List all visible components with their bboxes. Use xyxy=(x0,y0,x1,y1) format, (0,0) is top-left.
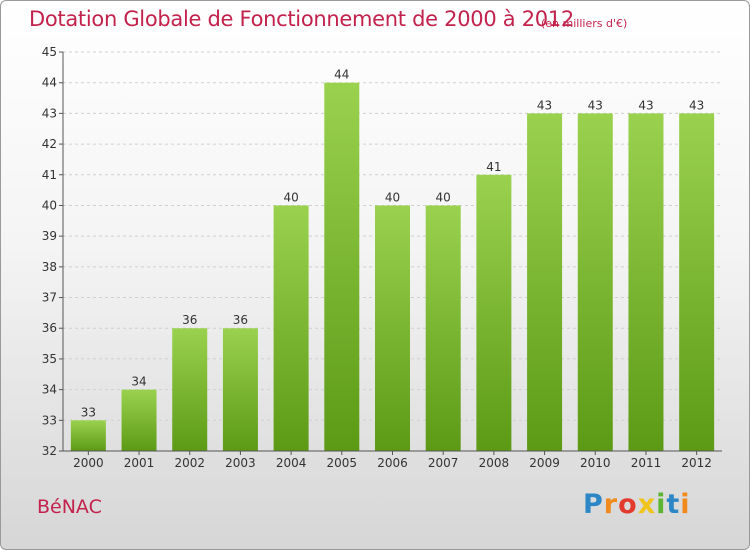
bar-value-label: 41 xyxy=(486,160,501,174)
x-tick-label: 2008 xyxy=(479,456,510,470)
bar xyxy=(679,113,715,451)
y-tick-label: 36 xyxy=(42,321,57,335)
y-tick-label: 43 xyxy=(42,106,57,120)
bar-value-label: 36 xyxy=(233,313,248,327)
x-tick-label: 2010 xyxy=(580,456,611,470)
axes: 32 33 34 35 36 37 38 39 40 41 42 43 44 45 2000 2001 2002… xyxy=(42,45,722,470)
logo-letter: x xyxy=(637,489,657,520)
logo-letter: P xyxy=(583,489,604,520)
bar xyxy=(273,205,309,451)
x-tick-label: 2004 xyxy=(276,456,307,470)
bar-value-label: 43 xyxy=(537,98,552,112)
logo-letter: i xyxy=(680,489,691,520)
bar-value-label: 43 xyxy=(689,98,704,112)
y-tick-label: 42 xyxy=(42,137,57,151)
y-tick-label: 39 xyxy=(42,229,57,243)
x-tick-label: 2002 xyxy=(174,456,205,470)
chart-title: Dotation Globale de Fonctionnement de 20… xyxy=(29,7,574,31)
bar-value-label: 43 xyxy=(588,98,603,112)
logo-letter: r xyxy=(603,489,619,520)
bar xyxy=(628,113,664,451)
x-tick-label: 2000 xyxy=(73,456,104,470)
bar-value-label: 34 xyxy=(131,375,146,389)
bar-value-label: 40 xyxy=(436,190,451,204)
bar-value-label: 40 xyxy=(385,190,400,204)
y-tick-label: 34 xyxy=(42,383,57,397)
x-tick-label: 2005 xyxy=(327,456,358,470)
bar xyxy=(121,389,157,451)
bar xyxy=(425,205,461,451)
y-tick-label: 32 xyxy=(42,444,57,458)
bars: 33 34 36 36 40 44 40 40 41 43 43 43 43 xyxy=(70,68,715,451)
bar-value-label: 36 xyxy=(182,313,197,327)
y-tick-label: 44 xyxy=(42,76,57,90)
x-tick-label: 2009 xyxy=(529,456,560,470)
logo-letter: t xyxy=(666,489,681,520)
chart-unit-note: (en milliers d'€) xyxy=(541,17,628,30)
bar-value-label: 43 xyxy=(638,98,653,112)
bar xyxy=(172,328,208,451)
bar xyxy=(476,174,512,451)
bar xyxy=(577,113,613,451)
bar xyxy=(222,328,258,451)
y-tick-label: 41 xyxy=(42,168,57,182)
x-tick-label: 2006 xyxy=(377,456,408,470)
y-tick-label: 38 xyxy=(42,260,57,274)
y-tick-label: 33 xyxy=(42,413,57,427)
x-tick-label: 2011 xyxy=(631,456,662,470)
x-tick-label: 2007 xyxy=(428,456,459,470)
y-tick-label: 45 xyxy=(42,45,57,59)
bar xyxy=(527,113,563,451)
y-tick-label: 40 xyxy=(42,198,57,212)
x-tick-label: 2001 xyxy=(124,456,155,470)
x-tick-label: 2003 xyxy=(225,456,256,470)
bar-value-label: 40 xyxy=(283,190,298,204)
proxiti-logo: Proxiti xyxy=(583,489,691,520)
logo-letter: o xyxy=(618,489,638,520)
commune-name: BéNAC xyxy=(37,496,102,518)
bar xyxy=(375,205,410,451)
logo-letter: i xyxy=(656,489,667,520)
bar-value-label: 44 xyxy=(334,68,349,82)
y-tick-label: 35 xyxy=(42,352,57,366)
bar-value-label: 33 xyxy=(81,405,96,419)
bar xyxy=(324,82,360,451)
x-tick-label: 2012 xyxy=(681,456,712,470)
bar xyxy=(70,420,106,451)
y-tick-label: 37 xyxy=(42,291,57,305)
